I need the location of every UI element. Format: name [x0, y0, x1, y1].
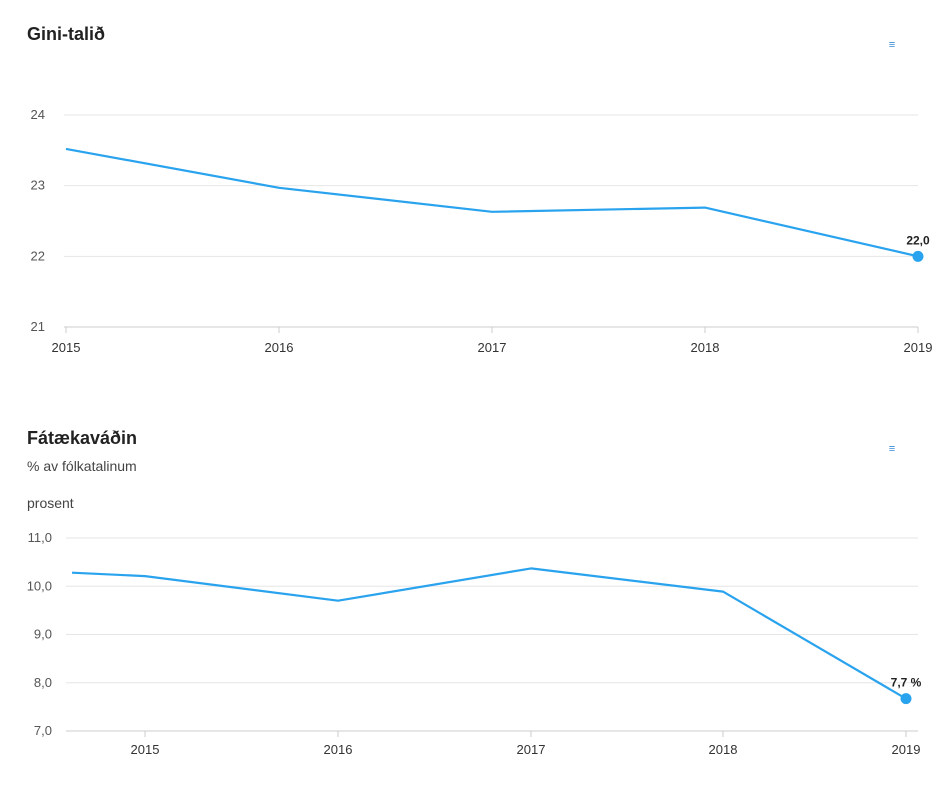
y-tick-label: 9,0 — [34, 627, 52, 642]
last-point-label: 22,0 — [906, 233, 930, 247]
last-point-marker — [900, 693, 912, 705]
y-tick-label: 10,0 — [27, 578, 52, 593]
poverty-plot: 7,0 8,0 9,0 10,0 11,0 2015 2016 2017 2018 2019 7,7… — [27, 530, 922, 757]
y-tick-label: 22 — [31, 248, 45, 263]
chart-title: Fátækaváðin — [27, 428, 138, 448]
last-point-marker — [912, 250, 924, 262]
x-tick-label: 2015 — [52, 340, 81, 355]
gini-plot: 21 22 23 24 2015 2016 2017 2018 2019 22,0 — [31, 107, 933, 355]
y-axis-unit-label: prosent — [27, 495, 74, 511]
gini-chart: Gini-talið ≡ 21 22 23 24 2015 2016 2017 2018 201… — [0, 0, 940, 380]
hamburger-menu-icon[interactable]: ≡ — [888, 39, 896, 51]
x-tick-label: 2017 — [478, 340, 507, 355]
poverty-chart: Fátækaváðin % av fólkatalinum prosent ≡ … — [0, 400, 940, 788]
x-tick-label: 2017 — [517, 742, 546, 757]
hamburger-menu-icon[interactable]: ≡ — [888, 443, 896, 455]
y-tick-label: 8,0 — [34, 675, 52, 690]
y-tick-label: 7,0 — [34, 723, 52, 738]
y-tick-label: 11,0 — [28, 530, 52, 545]
y-tick-label: 24 — [31, 107, 45, 122]
x-tick-label: 2019 — [892, 742, 921, 757]
x-tick-label: 2018 — [691, 340, 720, 355]
chart-subtitle: % av fólkatalinum — [27, 458, 137, 474]
series-line — [71, 567, 907, 700]
y-tick-label: 23 — [31, 178, 45, 193]
last-point-label: 7,7 % — [891, 676, 922, 690]
x-tick-label: 2016 — [324, 742, 353, 757]
x-tick-label: 2019 — [904, 340, 933, 355]
x-tick-label: 2016 — [265, 340, 294, 355]
x-tick-label: 2018 — [709, 742, 738, 757]
series-line — [65, 147, 919, 258]
x-tick-label: 2015 — [131, 742, 160, 757]
chart-title: Gini-talið — [27, 24, 105, 44]
y-tick-label: 21 — [31, 319, 45, 334]
